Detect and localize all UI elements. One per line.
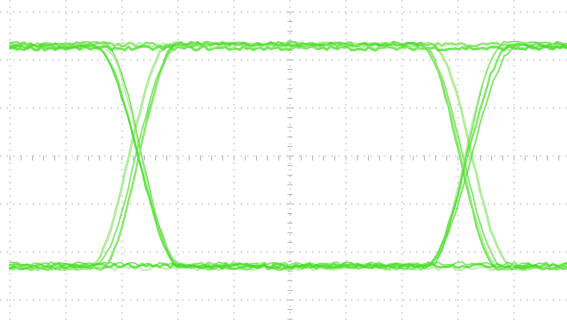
signal-trace xyxy=(8,43,567,270)
signal-trace xyxy=(9,41,567,270)
signal-trace xyxy=(8,40,567,272)
signal-trace xyxy=(9,44,567,272)
signal-traces xyxy=(8,40,567,272)
signal-trace xyxy=(8,45,567,52)
